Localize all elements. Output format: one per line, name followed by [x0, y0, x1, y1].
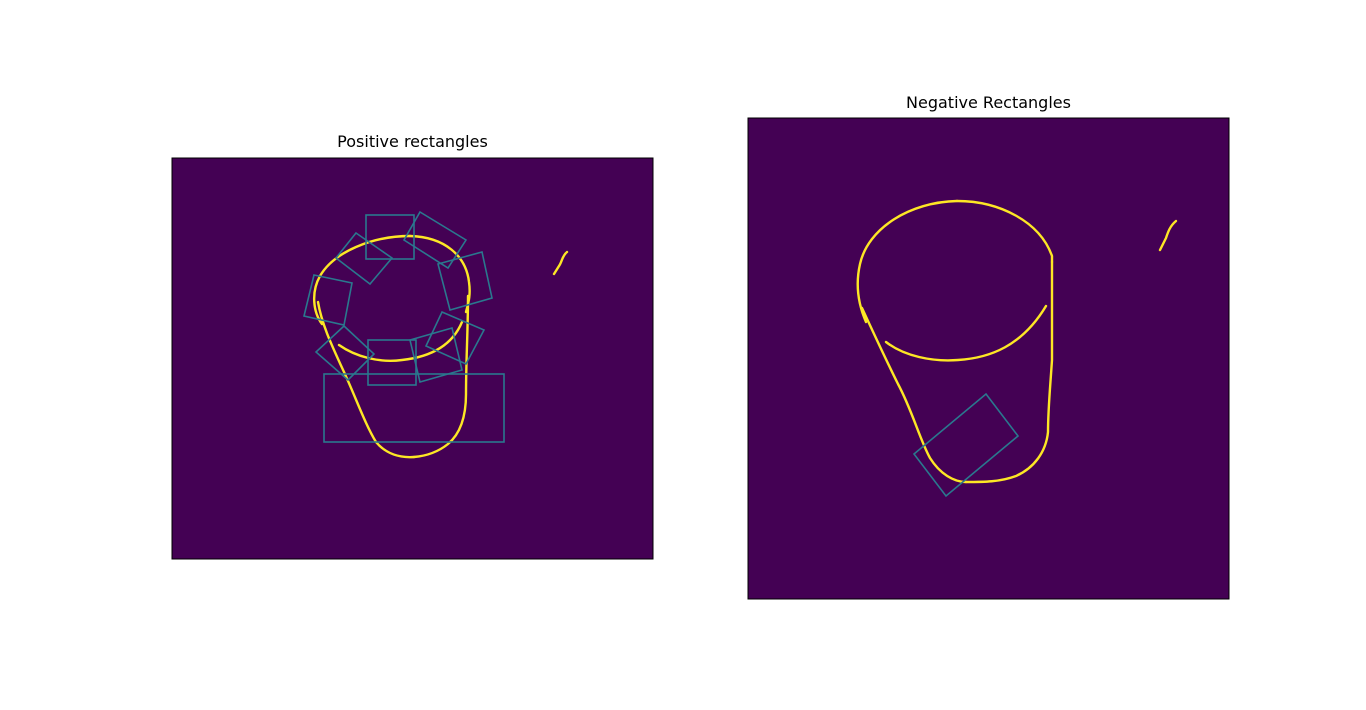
- noise-edge: [1158, 219, 1178, 252]
- negative-panel-title: Negative Rectangles: [906, 93, 1071, 112]
- positive-panel: [171, 157, 654, 560]
- positive-rectangle: [365, 214, 415, 260]
- positive-rectangle: [437, 251, 493, 311]
- cup-inner-rim-edge: [337, 320, 464, 362]
- positive-rectangle: [334, 231, 394, 286]
- cup-left-side-edge: [860, 306, 968, 484]
- negative-panel: [747, 117, 1230, 600]
- negative-rectangle: [912, 392, 1020, 498]
- negative-panel-image-background: [747, 117, 1230, 600]
- noise-edge: [552, 250, 569, 276]
- positive-panel-title: Positive rectangles: [337, 132, 488, 151]
- cup-rim-edge: [856, 199, 959, 324]
- positive-rectangle: [409, 327, 463, 383]
- cup-rim-right-edge: [955, 199, 1054, 264]
- cup-right-side-edge: [412, 294, 470, 459]
- positive-edge-map: [313, 234, 569, 459]
- positive-rectangle: [314, 324, 376, 382]
- negative-edge-map: [856, 199, 1178, 484]
- positive-rectangles: [303, 210, 505, 443]
- positive-rectangle: [323, 373, 505, 443]
- negative-rectangles: [912, 392, 1020, 498]
- cup-left-side-edge: [316, 300, 416, 459]
- cup-rim-edge: [313, 234, 412, 326]
- positive-rectangle: [402, 210, 468, 270]
- cup-right-side-edge: [964, 260, 1054, 484]
- cup-inner-rim-edge: [884, 304, 1048, 362]
